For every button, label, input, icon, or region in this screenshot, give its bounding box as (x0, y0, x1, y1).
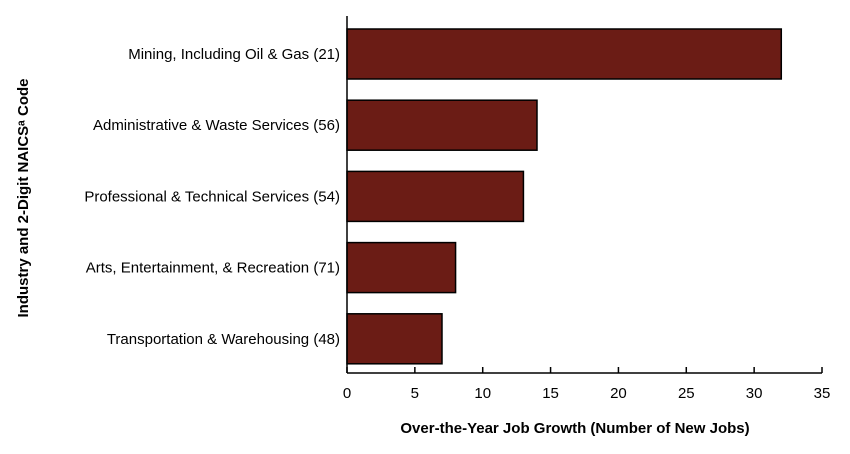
x-tick-label-5: 25 (678, 385, 695, 402)
bars-layer (346, 28, 783, 365)
x-tick-label-0: 0 (343, 385, 351, 402)
bar-2 (346, 170, 525, 223)
bar-1 (346, 99, 538, 151)
category-label-1: Administrative & Waste Services (56) (93, 117, 340, 134)
x-tick-label-3: 15 (542, 385, 559, 402)
x-tick-label-4: 20 (610, 385, 627, 402)
category-label-4: Transportation & Warehousing (48) (107, 331, 340, 348)
y-axis-title: Industry and 2-Digit NAICSᵃ Code (15, 78, 32, 317)
x-tick-label-7: 35 (814, 385, 831, 402)
x-tick-label-1: 5 (411, 385, 419, 402)
x-axis-title: Over-the-Year Job Growth (Number of New … (400, 420, 749, 437)
category-label-2: Professional & Technical Services (54) (84, 188, 340, 205)
x-tick-label-2: 10 (474, 385, 491, 402)
category-labels: Mining, Including Oil & Gas (21) Administ… (84, 46, 340, 348)
x-tick-label-6: 30 (746, 385, 763, 402)
category-label-3: Arts, Entertainment, & Recreation (71) (86, 260, 340, 277)
bar-4 (346, 313, 443, 365)
x-ticks: 0 5 10 15 20 25 30 35 (343, 367, 831, 402)
category-label-0: Mining, Including Oil & Gas (21) (128, 46, 340, 63)
bar-3 (346, 241, 457, 294)
bar-0 (346, 28, 783, 80)
